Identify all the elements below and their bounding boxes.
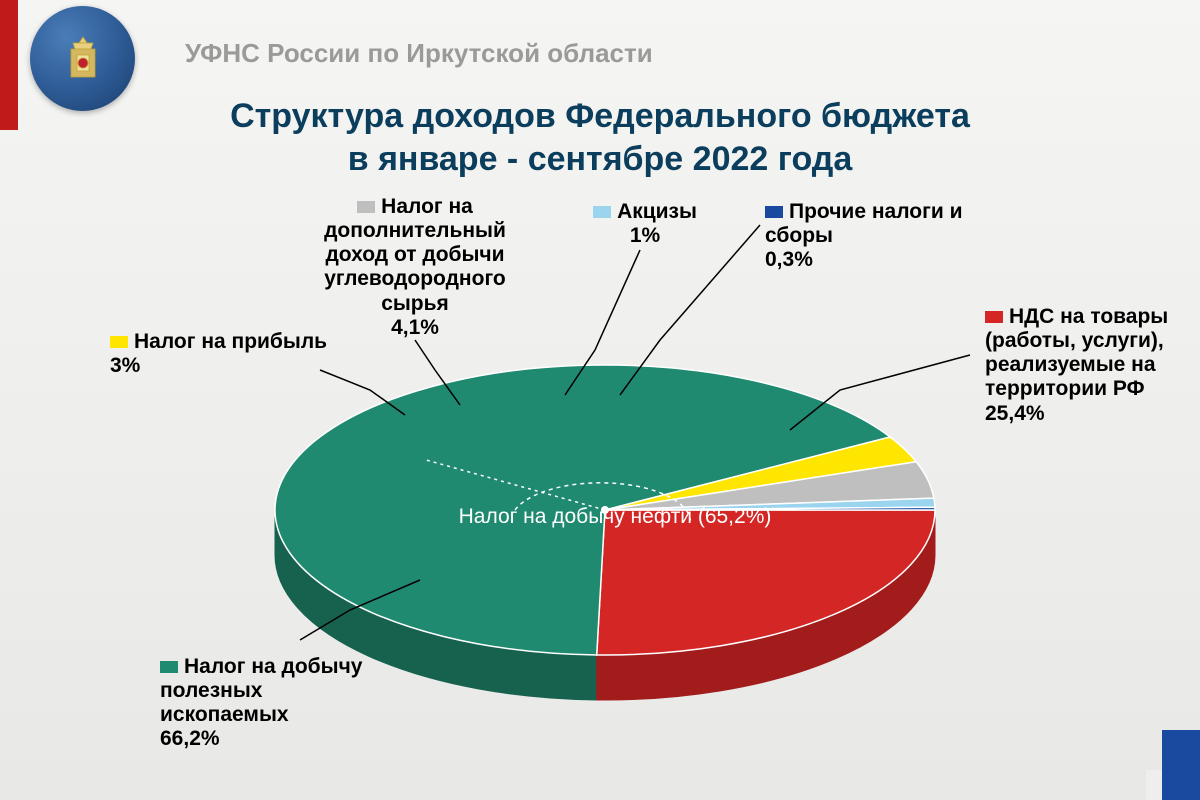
inner-annotation: Налог на добычу нефти (65,2%) xyxy=(445,505,785,529)
label-ndpi: Налог на добычуполезныхископаемых66,2% xyxy=(160,655,380,752)
legend-marker-ndd xyxy=(357,201,375,213)
corner-flag xyxy=(1145,730,1200,800)
label-nds: НДС на товары(работы, услуги),реализуемы… xyxy=(985,305,1180,426)
label-text-ndd: Налог надополнительныйдоход от добычиугл… xyxy=(324,195,506,339)
pie-slice-nds xyxy=(597,510,935,655)
legend-marker-profit xyxy=(110,336,128,348)
label-excise: Акцизы1% xyxy=(585,200,705,248)
legend-marker-ndpi xyxy=(160,661,178,673)
legend-marker-nds xyxy=(985,311,1003,323)
label-other: Прочие налоги исборы0,3% xyxy=(765,200,985,272)
label-text-excise: Акцизы1% xyxy=(617,200,697,247)
label-text-ndpi: Налог на добычуполезныхископаемых66,2% xyxy=(160,655,362,750)
legend-marker-other xyxy=(765,206,783,218)
legend-marker-excise xyxy=(593,206,611,218)
label-text-other: Прочие налоги исборы0,3% xyxy=(765,200,963,271)
label-ndd: Налог надополнительныйдоход от добычиугл… xyxy=(290,195,540,340)
label-text-nds: НДС на товары(работы, услуги),реализуемы… xyxy=(985,305,1168,425)
